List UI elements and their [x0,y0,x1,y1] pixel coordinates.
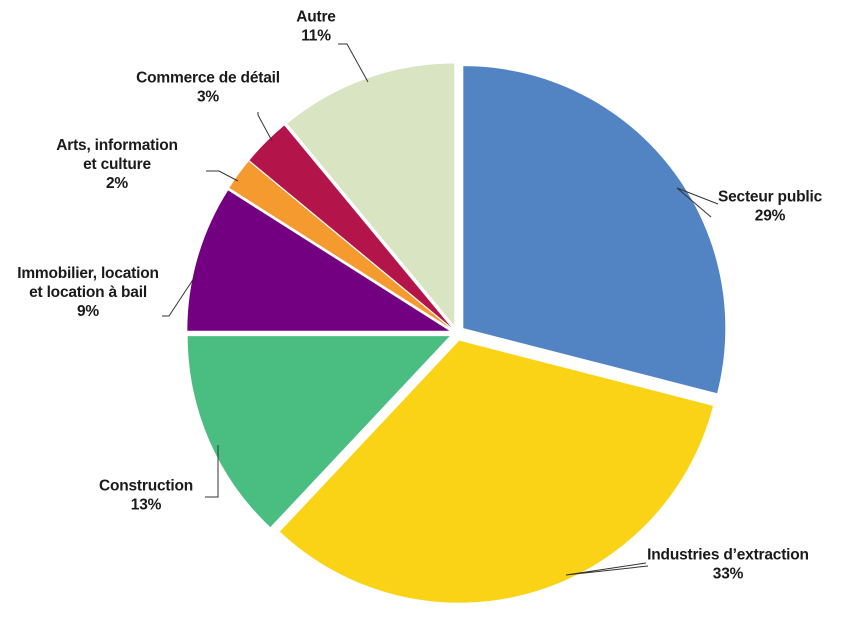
label-percent: 11% [301,28,331,45]
leader-line-arts-information-et-culture [206,170,239,182]
label-text: Secteur public [718,189,823,206]
leader-line-industries-d-extraction [565,562,649,576]
label-text: Arts, information [56,137,177,154]
leader-line-autre [338,43,369,83]
slice-labels: Secteur public 29% Industries d’extraction… [17,9,823,583]
label-text: Industries d’extraction [647,547,809,564]
label-percent: 3% [197,89,219,106]
label-percent: 2% [106,175,128,192]
leader-line-commerce-de-detail [257,112,273,142]
slice-arts-information-et-culture [229,161,451,329]
leader-lines [162,43,719,576]
pie-slices [187,63,726,603]
label-text: et location à bail [29,284,147,301]
slice-autre [287,63,455,326]
slice-construction [187,336,450,528]
label-text: Construction [99,478,193,495]
label-commerce-de-detail: Commerce de détail 3% [136,70,280,106]
label-immobilier-location-et-location-a-bail: Immobilier, location et location à bail 9% [17,265,159,320]
label-percent: 33% [713,566,744,583]
leader-line-secteur-public [676,187,719,218]
label-construction: Construction 13% [99,478,193,514]
slice-commerce-de-detail [249,125,452,328]
label-secteur-public: Secteur public 29% [718,189,823,225]
label-autre: Autre 11% [296,9,336,45]
label-industries-d-extraction: Industries d’extraction 33% [647,547,809,583]
label-text: Autre [296,9,336,26]
label-text: Commerce de détail [136,70,280,87]
slice-industries-d-extraction [279,340,713,603]
slice-immobilier-location-et-location-a-bail [187,190,450,331]
label-arts-information-et-culture: Arts, information et culture 2% [56,137,177,192]
label-percent: 13% [131,497,162,514]
leader-line-immobilier-location-et-location-a-bail [162,274,197,317]
label-percent: 9% [77,303,99,320]
label-text: Immobilier, location [17,265,159,282]
label-text: et culture [83,156,151,173]
leader-line-construction [205,445,219,498]
slice-secteur-public [463,66,726,394]
label-percent: 29% [755,208,786,225]
